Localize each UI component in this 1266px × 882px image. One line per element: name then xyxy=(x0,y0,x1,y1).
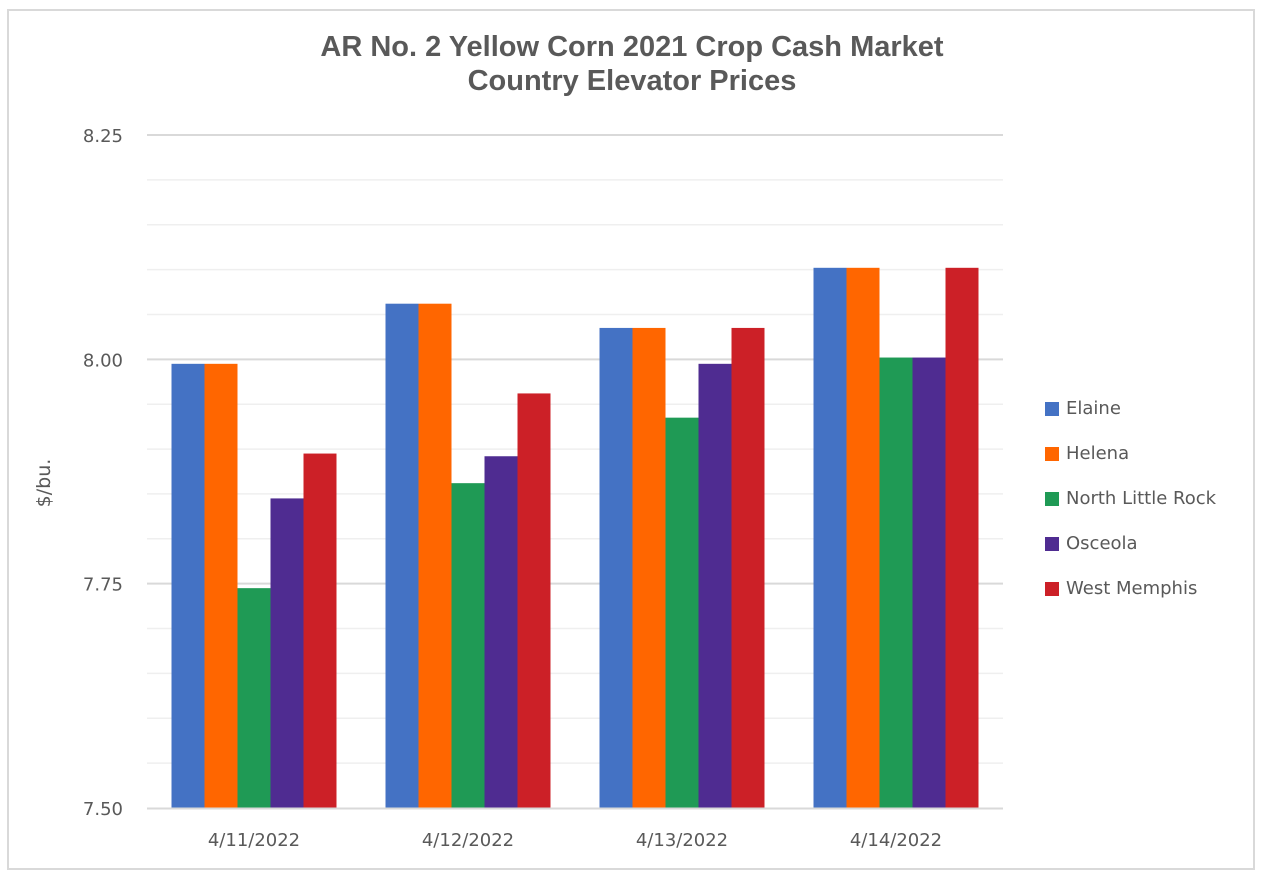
bar-west-memphis xyxy=(517,393,551,808)
bar-west-memphis xyxy=(945,267,979,809)
bar-helena xyxy=(846,267,880,809)
legend-label: West Memphis xyxy=(1066,578,1198,599)
legend-item: Elaine xyxy=(1045,386,1216,431)
bar-north-little-rock xyxy=(451,483,485,808)
legend-swatch-icon xyxy=(1045,491,1059,506)
chart-title: AR No. 2 Yellow Corn 2021 Crop Cash Mark… xyxy=(0,30,1266,98)
x-tick-label: 4/13/2022 xyxy=(636,830,728,851)
bar-elaine xyxy=(599,327,633,808)
bar-helena xyxy=(632,327,666,808)
bar-north-little-rock xyxy=(665,417,699,808)
legend-item: West Memphis xyxy=(1045,566,1216,611)
bar-osceola xyxy=(484,456,518,808)
legend-label: Elaine xyxy=(1066,398,1121,419)
bar-osceola xyxy=(698,363,732,808)
y-tick-label: 8.25 xyxy=(83,126,123,147)
legend-item: North Little Rock xyxy=(1045,476,1216,521)
y-axis-ticks: 7.50 7.75 8.00 8.25 xyxy=(83,126,123,820)
bar-north-little-rock xyxy=(237,588,271,808)
legend-swatch-icon xyxy=(1045,581,1059,596)
chart-title-line-1: AR No. 2 Yellow Corn 2021 Crop Cash Mark… xyxy=(320,31,944,63)
bar-helena xyxy=(418,303,452,808)
legend-swatch-icon xyxy=(1045,401,1059,416)
bar-north-little-rock xyxy=(879,357,913,808)
legend-swatch-icon xyxy=(1045,536,1059,551)
bar-osceola xyxy=(270,498,304,808)
bar-osceola xyxy=(912,357,946,808)
legend-item: Helena xyxy=(1045,431,1216,476)
x-axis-ticks: 4/11/2022 4/12/2022 4/13/2022 4/14/2022 xyxy=(208,830,942,851)
bar-elaine xyxy=(813,267,847,809)
legend-label: North Little Rock xyxy=(1066,488,1217,509)
x-tick-label: 4/14/2022 xyxy=(850,830,942,851)
bar-elaine xyxy=(171,363,205,808)
legend-label: Helena xyxy=(1066,443,1130,464)
legend-swatch-icon xyxy=(1045,446,1059,461)
bar-elaine xyxy=(385,303,419,808)
x-tick-label: 4/12/2022 xyxy=(422,830,514,851)
chart-title-line-2: Country Elevator Prices xyxy=(467,65,797,97)
bar-west-memphis xyxy=(303,453,337,808)
bar-west-memphis xyxy=(731,327,765,808)
legend-label: Osceola xyxy=(1066,533,1138,554)
bar-helena xyxy=(204,363,238,808)
x-tick-label: 4/11/2022 xyxy=(208,830,300,851)
bars xyxy=(171,267,979,809)
legend: Elaine Helena North Little Rock Osceola West… xyxy=(1045,386,1216,611)
legend-item: Osceola xyxy=(1045,521,1216,566)
y-tick-label: 7.75 xyxy=(83,575,123,596)
y-tick-label: 7.50 xyxy=(83,799,123,820)
y-tick-label: 8.00 xyxy=(83,350,123,371)
